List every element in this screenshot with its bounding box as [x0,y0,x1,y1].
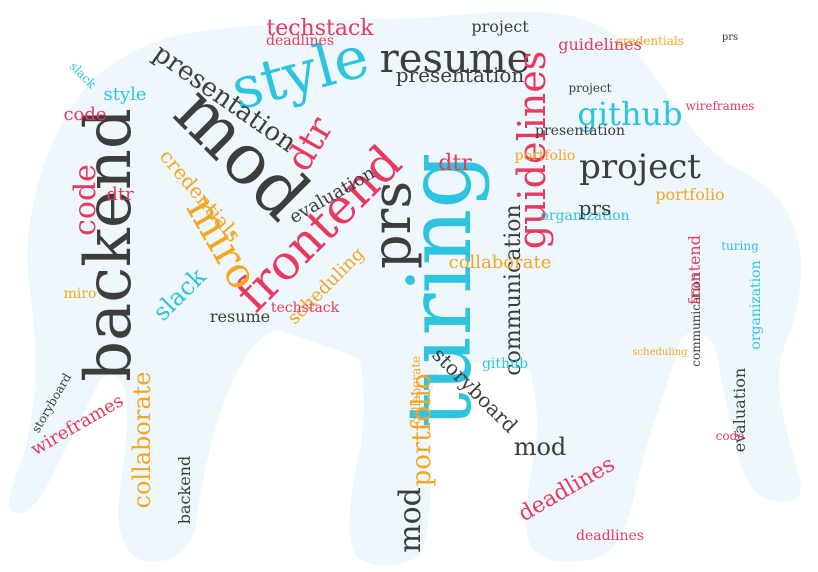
word-communication: communication [501,204,526,375]
word-portfolio: portfolio [655,185,724,204]
word-dtr: dtr [438,151,472,176]
word-portfolio: portfolio [515,148,576,164]
word-backend: backend [175,456,194,524]
word-resume: resume [380,36,531,82]
word-dtr: dtr [106,184,134,205]
word-turing: turing [721,239,759,253]
word-guidelines: guidelines [558,35,642,54]
word-presentation: presentation [396,63,525,87]
word-deadlines: deadlines [576,528,644,544]
word-backend: backend [72,108,146,382]
word-project: project [471,17,529,36]
word-github: github [482,356,528,372]
word-resume: resume [210,307,270,326]
word-techstack: techstack [266,16,374,41]
elephant-silhouette [8,11,801,566]
word-wireframes: wireframes [686,99,755,113]
word-code: code [716,429,745,443]
word-organization: organization [540,208,629,224]
word-guidelines: guidelines [510,51,554,250]
word-prs: prs [360,181,423,269]
word-scheduling: scheduling [632,347,688,358]
word-presentation: presentation [535,123,625,139]
word-portfolio: portfolio [407,374,437,487]
word-communication: communication [689,273,703,367]
word-prs: prs [579,196,612,220]
word-project: project [568,81,611,95]
word-turing: turing [388,152,491,427]
word-code: code [63,104,106,125]
word-code: code [68,164,103,236]
word-style: style [103,84,146,105]
word-miro: miro [64,286,97,302]
word-evaluation: evaluation [730,368,749,453]
word-mod: mod [514,433,567,461]
word-github: github [577,95,682,133]
word-collaborate: collaborate [409,356,423,425]
word-collaborate: collaborate [449,252,552,273]
word-credentials: credentials [616,34,684,48]
word-mod: mod [393,487,428,553]
word-deadlines: deadlines [266,33,334,49]
word-frontend: frontend [685,235,704,305]
word-prs: prs [722,32,738,43]
word-project: project [579,147,701,187]
word-collaborate: collaborate [128,372,156,509]
word-techstack: techstack [271,300,340,316]
word-organization: organization [748,260,764,349]
